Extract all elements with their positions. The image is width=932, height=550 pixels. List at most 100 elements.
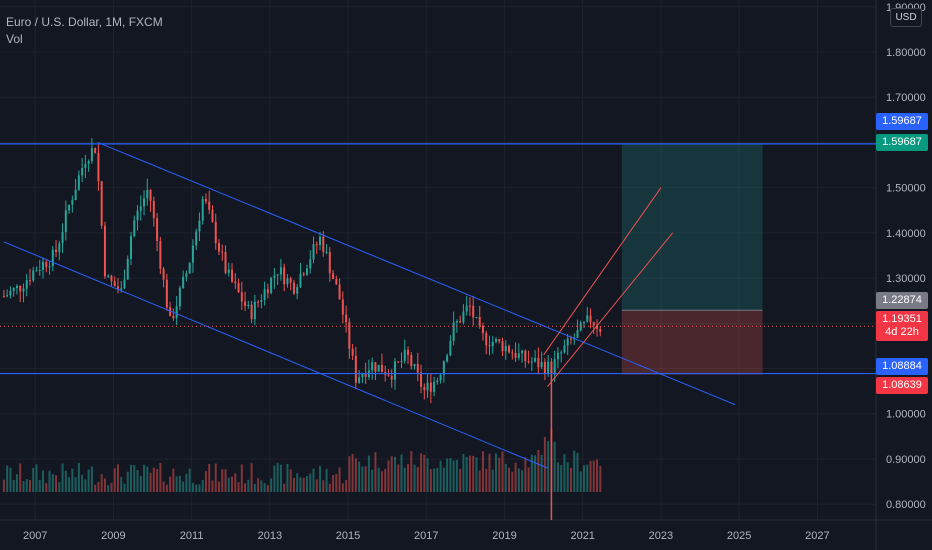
volume-bar (257, 478, 260, 492)
volume-bar (149, 472, 152, 492)
symbol-title[interactable]: Euro / U.S. Dollar, 1M, FXCM (6, 15, 163, 29)
volume-bar (208, 463, 211, 492)
volume-bar (231, 476, 234, 492)
volume-bar (25, 478, 28, 492)
volume-bar (188, 468, 191, 492)
candle-body (338, 284, 341, 300)
volume-bar (423, 454, 426, 492)
x-tick-label: 2015 (336, 530, 360, 542)
volume-bar (302, 477, 305, 492)
candle-body (348, 322, 351, 349)
candle-body (231, 269, 234, 282)
candle-body (159, 241, 162, 269)
volume-bar (64, 470, 67, 492)
y-tick-label: 1.00000 (886, 409, 926, 421)
volume-bar (74, 477, 77, 492)
volume-bar (374, 452, 377, 492)
candle-body (508, 345, 511, 353)
candle-body (64, 210, 67, 232)
candle-body (472, 305, 475, 318)
volume-bar (94, 484, 97, 492)
candle-body (452, 322, 455, 341)
candle-body (530, 361, 533, 363)
candle-body (599, 328, 602, 333)
x-tick-label: 2011 (180, 530, 204, 542)
y-tick-label: 1.80000 (886, 47, 926, 59)
candle-body (247, 304, 250, 307)
candle-body (309, 259, 312, 269)
candle-body (74, 189, 77, 201)
volume-bar (325, 468, 328, 492)
candle-body (315, 244, 318, 246)
volume-bar (107, 485, 110, 492)
volume-bar (501, 451, 504, 492)
volume-bar (159, 462, 162, 492)
volume-bar (315, 479, 318, 492)
x-tick-label: 2017 (414, 530, 438, 542)
candle-body (257, 301, 260, 303)
volume-bar (292, 477, 295, 492)
volume-bar (309, 473, 312, 492)
volume-bar (270, 478, 273, 492)
volume-bar (534, 455, 537, 492)
candle-body (358, 377, 361, 383)
volume-bar (32, 467, 35, 492)
candle-body (335, 279, 338, 285)
volume-bar (266, 485, 269, 492)
candle-body (25, 280, 28, 289)
candle-body (426, 382, 429, 391)
currency-badge[interactable]: USD (890, 8, 922, 27)
volume-label[interactable]: Vol (6, 32, 23, 46)
volume-bar (452, 460, 455, 492)
volume-bar (250, 463, 253, 492)
x-tick-label: 2027 (805, 530, 829, 542)
candle-body (328, 251, 331, 274)
x-tick-label: 2019 (492, 530, 516, 542)
volume-bar (322, 480, 325, 492)
candle-body (185, 273, 188, 277)
x-tick-label: 2021 (570, 530, 594, 542)
candle-body (71, 200, 74, 205)
candle-body (208, 201, 211, 210)
candle-body (270, 277, 273, 294)
volume-bar (15, 474, 18, 492)
price-tag-current: 1.19351 4d 22h (876, 311, 928, 341)
candle-body (55, 249, 58, 252)
candle-body (429, 382, 432, 392)
candle-body (560, 352, 563, 354)
volume-bar (51, 474, 54, 492)
volume-bar (364, 466, 367, 492)
volume-bar (358, 461, 361, 492)
candle-body (244, 301, 247, 307)
candle-body (97, 152, 100, 182)
y-tick-label: 1.50000 (886, 183, 926, 195)
candle-body (302, 273, 305, 275)
candle-body (218, 243, 220, 252)
volume-bar (416, 467, 419, 492)
candle-body (583, 321, 585, 323)
volume-bar (563, 454, 566, 492)
candle-body (103, 225, 106, 277)
volume-bar (143, 464, 146, 492)
volume-bar (152, 467, 155, 492)
volume-bar (380, 471, 383, 492)
volume-bar (348, 456, 351, 492)
candle-body (28, 280, 31, 282)
candle-body (240, 292, 243, 302)
candle-body (553, 359, 556, 375)
volume-bar (123, 483, 126, 492)
candle-body (279, 267, 282, 275)
x-tick-label: 2025 (727, 530, 751, 542)
volume-bar (566, 462, 569, 492)
candle-body (116, 286, 119, 290)
candle-body (511, 352, 514, 354)
volume-bar (12, 479, 15, 492)
candle-body (527, 361, 530, 363)
volume-bar (289, 469, 292, 492)
candle-body (547, 361, 550, 374)
candle-body (446, 355, 449, 362)
price-tag-resistance-line: 1.59687 (876, 113, 928, 130)
volume-bar (198, 484, 201, 492)
